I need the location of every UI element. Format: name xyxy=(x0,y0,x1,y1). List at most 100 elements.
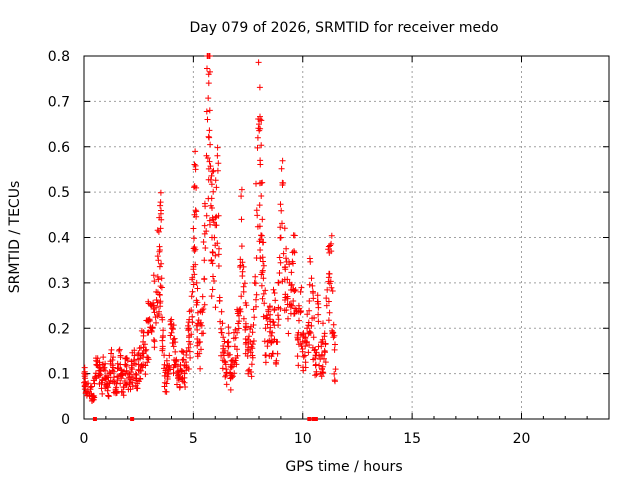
data-point xyxy=(253,207,260,214)
data-point xyxy=(194,353,201,360)
data-point xyxy=(193,184,200,191)
data-point xyxy=(118,366,124,373)
data-point xyxy=(308,322,315,329)
x-tick-label: 0 xyxy=(80,431,89,447)
data-point xyxy=(252,273,259,280)
data-point xyxy=(161,352,168,359)
data-point xyxy=(157,225,164,232)
data-point xyxy=(213,222,220,229)
data-point xyxy=(254,212,261,219)
data-point xyxy=(319,336,326,343)
data-point xyxy=(224,339,231,346)
data-point xyxy=(302,359,309,366)
data-point xyxy=(194,342,201,349)
data-point xyxy=(315,304,322,311)
data-point xyxy=(201,257,208,264)
data-point xyxy=(299,348,306,355)
data-point xyxy=(192,261,199,268)
data-point xyxy=(177,361,184,368)
data-point xyxy=(304,311,311,318)
data-point xyxy=(328,284,335,291)
data-point xyxy=(153,304,160,311)
data-point xyxy=(240,288,247,295)
data-point xyxy=(259,216,266,223)
data-point xyxy=(249,329,256,336)
data-point xyxy=(277,259,284,266)
data-point xyxy=(154,253,161,260)
data-point xyxy=(124,357,131,364)
data-point xyxy=(188,307,195,314)
data-point xyxy=(100,354,107,361)
data-point xyxy=(305,322,312,329)
data-point xyxy=(311,314,318,321)
data-point xyxy=(256,121,262,128)
data-point xyxy=(291,249,298,256)
data-point xyxy=(150,272,157,279)
data-point xyxy=(278,165,285,172)
data-point xyxy=(302,364,309,371)
data-point xyxy=(332,366,339,373)
data-point xyxy=(120,392,127,399)
data-point xyxy=(167,332,174,339)
data-point xyxy=(222,373,229,380)
data-point xyxy=(162,388,169,395)
data-point xyxy=(102,360,109,367)
data-point xyxy=(324,286,331,293)
data-point xyxy=(238,216,245,223)
data-point xyxy=(268,332,275,339)
data-point xyxy=(151,344,158,351)
data-point xyxy=(259,295,266,302)
data-point xyxy=(156,263,163,270)
data-point xyxy=(82,371,89,378)
zero-point xyxy=(307,417,312,421)
data-point xyxy=(238,293,245,300)
data-point xyxy=(320,320,326,327)
data-point xyxy=(248,343,255,350)
data-point xyxy=(295,302,302,309)
data-point xyxy=(179,357,186,363)
data-point xyxy=(248,361,255,368)
zero-point xyxy=(130,417,135,421)
y-tick-label: 0.8 xyxy=(48,49,70,65)
data-point xyxy=(243,302,250,309)
data-point xyxy=(204,65,210,72)
zero-point xyxy=(92,417,97,421)
data-point xyxy=(287,301,294,308)
data-point xyxy=(193,279,200,286)
data-point xyxy=(294,353,301,360)
data-point xyxy=(296,317,302,324)
data-point xyxy=(258,232,265,239)
data-point xyxy=(281,225,288,232)
data-point xyxy=(172,339,179,346)
data-point xyxy=(181,370,188,377)
data-point xyxy=(216,245,222,252)
data-point xyxy=(288,281,295,288)
data-point xyxy=(253,303,259,310)
data-point xyxy=(288,269,295,276)
data-point xyxy=(168,325,175,332)
data-point xyxy=(283,307,290,313)
data-point xyxy=(188,293,195,300)
data-point xyxy=(212,304,219,311)
data-point xyxy=(245,367,252,374)
data-point xyxy=(227,386,234,393)
data-point xyxy=(225,330,232,337)
data-point xyxy=(266,303,273,310)
data-point xyxy=(318,351,325,358)
data-point xyxy=(232,326,239,333)
zero-point xyxy=(311,417,316,421)
data-point xyxy=(256,223,263,230)
data-point xyxy=(290,298,297,304)
data-point xyxy=(312,372,319,379)
data-point xyxy=(238,193,245,200)
data-point xyxy=(105,392,112,399)
data-point xyxy=(253,291,260,298)
data-point xyxy=(249,354,256,361)
data-point xyxy=(157,189,164,196)
data-point xyxy=(220,343,227,349)
data-point xyxy=(310,295,317,302)
data-point xyxy=(263,352,269,359)
data-point xyxy=(270,286,277,293)
data-point xyxy=(231,370,238,377)
data-point xyxy=(229,373,236,380)
